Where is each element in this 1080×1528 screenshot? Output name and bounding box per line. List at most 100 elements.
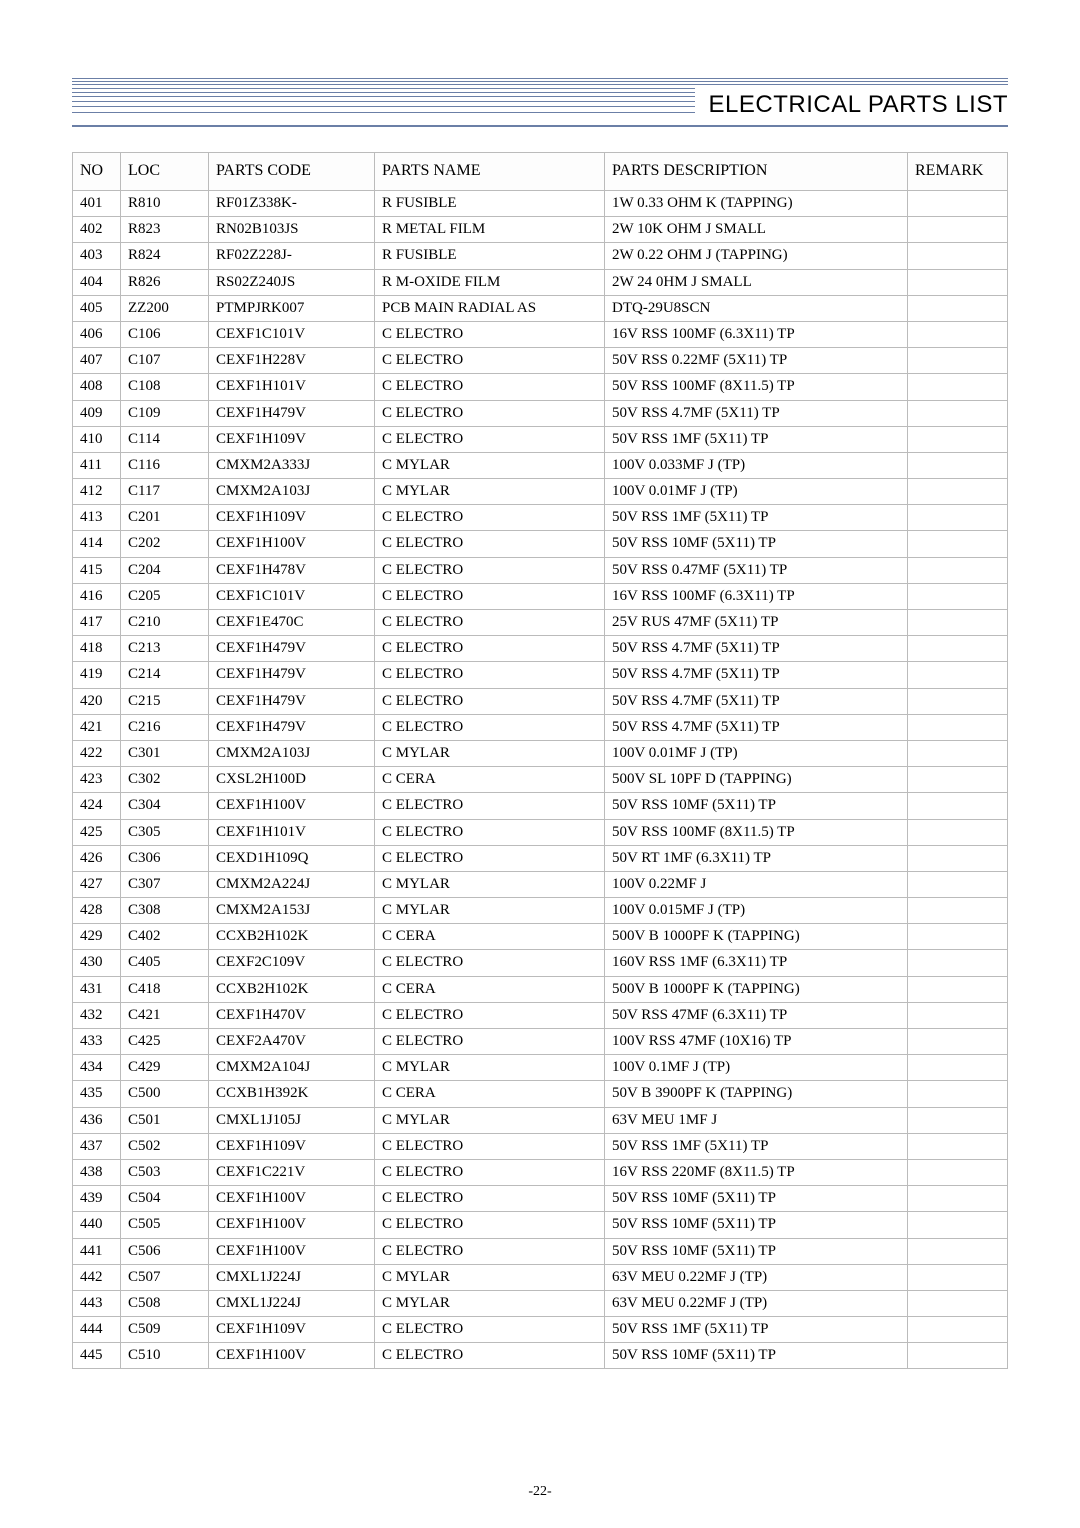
cell-desc: 50V RSS 1MF (5X11) TP	[605, 505, 908, 531]
cell-name: C ELECTRO	[375, 583, 605, 609]
cell-loc: C109	[121, 400, 209, 426]
cell-name: C ELECTRO	[375, 1186, 605, 1212]
cell-name: C MYLAR	[375, 1264, 605, 1290]
cell-remark	[908, 610, 1008, 636]
cell-code: CMXM2A333J	[209, 452, 375, 478]
page: ELECTRICAL PARTS LIST NO LOC PARTS CODE …	[0, 0, 1080, 1528]
table-row: 441C506CEXF1H100VC ELECTRO50V RSS 10MF (…	[73, 1238, 1008, 1264]
cell-remark	[908, 819, 1008, 845]
cell-loc: C108	[121, 374, 209, 400]
title-bar: ELECTRICAL PARTS LIST	[695, 88, 1008, 122]
table-row: 416C205CEXF1C101VC ELECTRO16V RSS 100MF …	[73, 583, 1008, 609]
cell-loc: C204	[121, 557, 209, 583]
col-header-name: PARTS NAME	[375, 153, 605, 191]
cell-loc: C421	[121, 1002, 209, 1028]
col-header-remark: REMARK	[908, 153, 1008, 191]
cell-code: CEXF1H228V	[209, 348, 375, 374]
table-row: 425C305CEXF1H101VC ELECTRO50V RSS 100MF …	[73, 819, 1008, 845]
cell-loc: C402	[121, 924, 209, 950]
cell-name: C ELECTRO	[375, 1133, 605, 1159]
header-rule-line	[72, 84, 1008, 85]
col-header-no: NO	[73, 153, 121, 191]
cell-loc: C305	[121, 819, 209, 845]
table-row: 428C308CMXM2A153JC MYLAR100V 0.015MF J (…	[73, 898, 1008, 924]
cell-code: PTMPJRK007	[209, 295, 375, 321]
cell-desc: 50V RSS 47MF (6.3X11) TP	[605, 1002, 908, 1028]
cell-loc: C205	[121, 583, 209, 609]
cell-code: CMXM2A153J	[209, 898, 375, 924]
col-header-code: PARTS CODE	[209, 153, 375, 191]
cell-code: CEXF1E470C	[209, 610, 375, 636]
table-row: 418C213CEXF1H479VC ELECTRO50V RSS 4.7MF …	[73, 636, 1008, 662]
cell-code: CEXF1H479V	[209, 636, 375, 662]
cell-loc: R810	[121, 191, 209, 217]
cell-remark	[908, 400, 1008, 426]
cell-loc: C210	[121, 610, 209, 636]
cell-loc: C302	[121, 767, 209, 793]
cell-no: 427	[73, 871, 121, 897]
cell-name: C MYLAR	[375, 452, 605, 478]
cell-desc: 50V RT 1MF (6.3X11) TP	[605, 845, 908, 871]
cell-no: 435	[73, 1081, 121, 1107]
cell-code: CEXF1C221V	[209, 1159, 375, 1185]
cell-name: C CERA	[375, 924, 605, 950]
cell-no: 406	[73, 321, 121, 347]
cell-name: C ELECTRO	[375, 793, 605, 819]
cell-code: RF01Z338K-	[209, 191, 375, 217]
table-row: 407C107CEXF1H228VC ELECTRO50V RSS 0.22MF…	[73, 348, 1008, 374]
cell-no: 429	[73, 924, 121, 950]
cell-name: C ELECTRO	[375, 348, 605, 374]
cell-loc: C306	[121, 845, 209, 871]
cell-remark	[908, 1002, 1008, 1028]
cell-remark	[908, 924, 1008, 950]
cell-name: C ELECTRO	[375, 557, 605, 583]
cell-remark	[908, 505, 1008, 531]
cell-code: CEXF1H100V	[209, 531, 375, 557]
cell-desc: 50V RSS 10MF (5X11) TP	[605, 1343, 908, 1369]
cell-no: 425	[73, 819, 121, 845]
cell-desc: 16V RSS 100MF (6.3X11) TP	[605, 321, 908, 347]
header-rule-line	[72, 81, 1008, 82]
cell-no: 403	[73, 243, 121, 269]
cell-loc: R824	[121, 243, 209, 269]
cell-name: C ELECTRO	[375, 636, 605, 662]
cell-name: C MYLAR	[375, 1055, 605, 1081]
cell-no: 420	[73, 688, 121, 714]
cell-desc: 50V RSS 10MF (5X11) TP	[605, 1238, 908, 1264]
cell-no: 441	[73, 1238, 121, 1264]
page-footer: -22-	[0, 1484, 1080, 1500]
cell-remark	[908, 1159, 1008, 1185]
cell-loc: C107	[121, 348, 209, 374]
cell-name: C ELECTRO	[375, 610, 605, 636]
cell-remark	[908, 1343, 1008, 1369]
cell-code: CMXM2A104J	[209, 1055, 375, 1081]
cell-loc: R826	[121, 269, 209, 295]
cell-desc: 50V RSS 100MF (8X11.5) TP	[605, 374, 908, 400]
cell-desc: 500V B 1000PF K (TAPPING)	[605, 924, 908, 950]
cell-code: CEXF1H109V	[209, 1317, 375, 1343]
cell-desc: 50V RSS 4.7MF (5X11) TP	[605, 714, 908, 740]
cell-name: R METAL FILM	[375, 217, 605, 243]
cell-remark	[908, 1212, 1008, 1238]
cell-desc: 50V B 3900PF K (TAPPING)	[605, 1081, 908, 1107]
cell-desc: 160V RSS 1MF (6.3X11) TP	[605, 950, 908, 976]
cell-name: C ELECTRO	[375, 688, 605, 714]
cell-desc: 16V RSS 220MF (8X11.5) TP	[605, 1159, 908, 1185]
cell-remark	[908, 479, 1008, 505]
cell-desc: 100V 0.015MF J (TP)	[605, 898, 908, 924]
cell-remark	[908, 976, 1008, 1002]
cell-name: C MYLAR	[375, 871, 605, 897]
table-row: 433C425CEXF2A470VC ELECTRO100V RSS 47MF …	[73, 1029, 1008, 1055]
cell-loc: C509	[121, 1317, 209, 1343]
col-header-desc: PARTS DESCRIPTION	[605, 153, 908, 191]
cell-name: C ELECTRO	[375, 374, 605, 400]
cell-code: CEXF1H109V	[209, 1133, 375, 1159]
cell-code: CXSL2H100D	[209, 767, 375, 793]
cell-remark	[908, 1186, 1008, 1212]
table-row: 403R824RF02Z228J-R FUSIBLE2W 0.22 OHM J …	[73, 243, 1008, 269]
cell-code: RF02Z228J-	[209, 243, 375, 269]
cell-code: CEXF1H479V	[209, 662, 375, 688]
cell-loc: R823	[121, 217, 209, 243]
cell-remark	[908, 767, 1008, 793]
cell-no: 430	[73, 950, 121, 976]
